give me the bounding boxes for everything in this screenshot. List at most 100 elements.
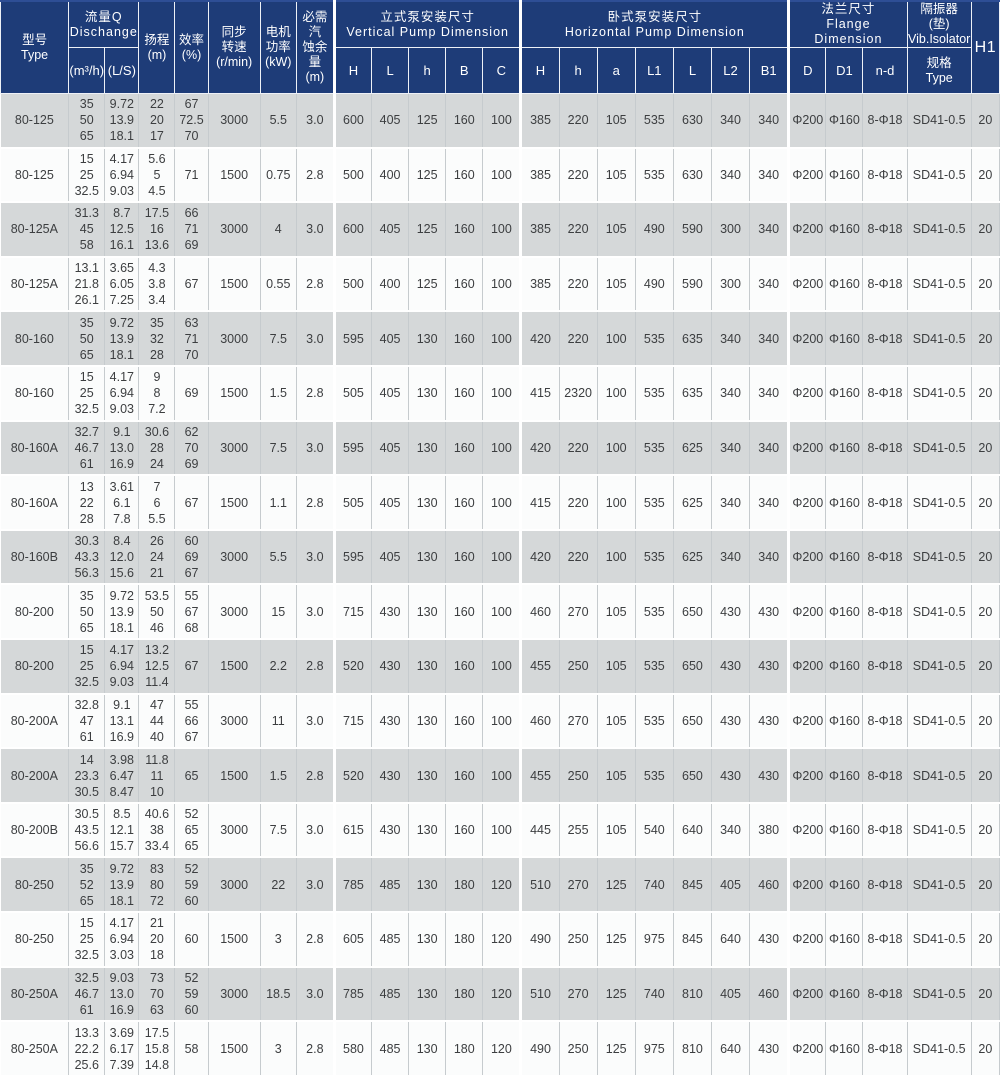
cell-discharge_m3h: 13.3 22.2 25.6 [68,1021,106,1077]
cell-hz_a: 105 [597,584,636,641]
cell-v_C: 120 [482,1021,523,1077]
cell-discharge_ls: 3.69 6.17 7.39 [104,1021,140,1077]
col-header-hz-B1: B1 [749,47,791,94]
cell-head_m: 17.5 16 13.6 [138,202,176,258]
cell-discharge_ls: 9.72 13.9 18.1 [104,584,140,641]
cell-type: 80-160B [0,529,70,586]
cell-v_h: 125 [408,202,447,258]
cell-v_h: 130 [408,693,447,750]
cell-hz_B1: 340 [749,147,791,204]
cell-hz_L: 810 [673,966,712,1023]
cell-efficiency_pct: 69 [174,366,209,422]
cell-flange_nd: 8-Φ18 [862,584,908,641]
cell-flange_D1: Φ160 [825,366,864,422]
cell-discharge_m3h: 15 25 32.5 [68,366,106,422]
cell-efficiency_pct: 67 [174,475,209,531]
cell-v_h: 130 [408,584,447,641]
col-header-npsh: 必需汽 蚀余量 (m) [295,0,336,94]
cell-hz_a: 105 [597,639,636,695]
cell-hz_L2: 430 [711,693,751,750]
table-row: 80-200A 32.8 47 61 9.1 13.1 16.9 47 44 40 55… [0,693,1000,750]
cell-head_m: 35 32 28 [138,311,176,367]
cell-v_H: 500 [334,256,373,313]
cell-type: 80-250A [0,966,70,1023]
cell-speed_rmin: 1500 [208,475,261,531]
table-row: 80-160B 30.3 43.3 56.3 8.4 12.0 15.6 26 24 … [0,529,1000,586]
cell-hz_a: 100 [597,420,636,477]
cell-head_m: 22 20 17 [138,93,176,149]
cell-hz_H: 385 [520,202,560,258]
cell-v_H: 785 [334,857,373,914]
cell-v_h: 125 [408,93,447,149]
cell-hz_B1: 430 [749,693,791,750]
cell-hz_L: 635 [673,311,712,367]
cell-hz_a: 105 [597,93,636,149]
cell-flange_D: Φ200 [788,366,827,422]
cell-isolator_type: SD41-0.5 [907,802,972,859]
cell-flange_D: Φ200 [788,584,827,641]
cell-hz_L1: 975 [635,1021,674,1077]
col-header-ls: (L/S) [104,47,140,94]
cell-discharge_ls: 9.03 13.0 16.9 [104,966,140,1023]
cell-v_C: 120 [482,857,523,914]
table-row: 80-200B 30.5 43.5 56.6 8.5 12.1 15.7 40.6 3… [0,802,1000,859]
cell-isolator_type: SD41-0.5 [907,366,972,422]
cell-hz_a: 105 [597,748,636,804]
cell-v_H: 715 [334,584,373,641]
cell-hz_L: 625 [673,529,712,586]
cell-hz_a: 100 [597,366,636,422]
cell-v_C: 100 [482,639,523,695]
cell-hz_H: 490 [520,1021,560,1077]
cell-type: 80-125A [0,202,70,258]
cell-H1: 20 [971,584,1000,641]
cell-hz_h: 220 [559,202,598,258]
cell-v_C: 100 [482,420,523,477]
col-header-m3h: (m³/h) [68,47,106,94]
cell-speed_rmin: 3000 [208,202,261,258]
cell-v_L: 405 [371,311,410,367]
cell-hz_a: 125 [597,857,636,914]
cell-hz_B1: 430 [749,748,791,804]
cell-head_m: 73 70 63 [138,966,176,1023]
cell-hz_L2: 300 [711,202,751,258]
cell-isolator_type: SD41-0.5 [907,748,972,804]
cell-discharge_m3h: 15 25 32.5 [68,639,106,695]
table-row: 80-200 35 50 65 9.72 13.9 18.1 53.5 50 46 55… [0,584,1000,641]
cell-hz_H: 510 [520,857,560,914]
cell-isolator_type: SD41-0.5 [907,147,972,204]
table-row: 80-160A 32.7 46.7 61 9.1 13.0 16.9 30.6 28 … [0,420,1000,477]
cell-power_kw: 11 [260,693,297,750]
cell-v_B: 160 [445,366,484,422]
table-row: 80-125 15 25 32.5 4.17 6.94 9.03 5.6 5 4.5 7… [0,147,1000,204]
table-body: 80-125 35 50 65 9.72 13.9 18.1 22 20 17 67 7… [0,93,1000,1077]
cell-H1: 20 [971,639,1000,695]
cell-hz_L2: 300 [711,256,751,313]
cell-discharge_ls: 4.17 6.94 9.03 [104,639,140,695]
cell-v_H: 785 [334,966,373,1023]
cell-flange_nd: 8-Φ18 [862,802,908,859]
cell-flange_D1: Φ160 [825,475,864,531]
cell-hz_B1: 340 [749,366,791,422]
cell-npsh_m: 2.8 [296,912,336,968]
cell-hz_B1: 430 [749,912,791,968]
cell-type: 80-160 [0,311,70,367]
cell-discharge_m3h: 14 23.3 30.5 [68,748,106,804]
cell-flange_D1: Φ160 [825,639,864,695]
cell-npsh_m: 2.8 [296,366,336,422]
cell-v_C: 100 [482,748,523,804]
cell-discharge_ls: 9.72 13.9 18.1 [104,93,140,149]
cell-v_h: 130 [408,912,447,968]
col-header-v-B: B [445,47,484,94]
cell-discharge_ls: 9.72 13.9 18.1 [104,311,140,367]
cell-hz_L1: 535 [635,420,674,477]
cell-hz_B1: 340 [749,202,791,258]
cell-head_m: 21 20 18 [138,912,176,968]
cell-flange_D1: Φ160 [825,529,864,586]
col-header-flange-D1: D1 [825,47,864,94]
cell-discharge_m3h: 13 22 28 [68,475,106,531]
cell-v_B: 180 [445,857,484,914]
cell-flange_nd: 8-Φ18 [862,748,908,804]
cell-efficiency_pct: 55 67 68 [174,584,209,641]
table-row: 80-160A 13 22 28 3.61 6.1 7.8 7 6 5.5 67 1500… [0,475,1000,531]
